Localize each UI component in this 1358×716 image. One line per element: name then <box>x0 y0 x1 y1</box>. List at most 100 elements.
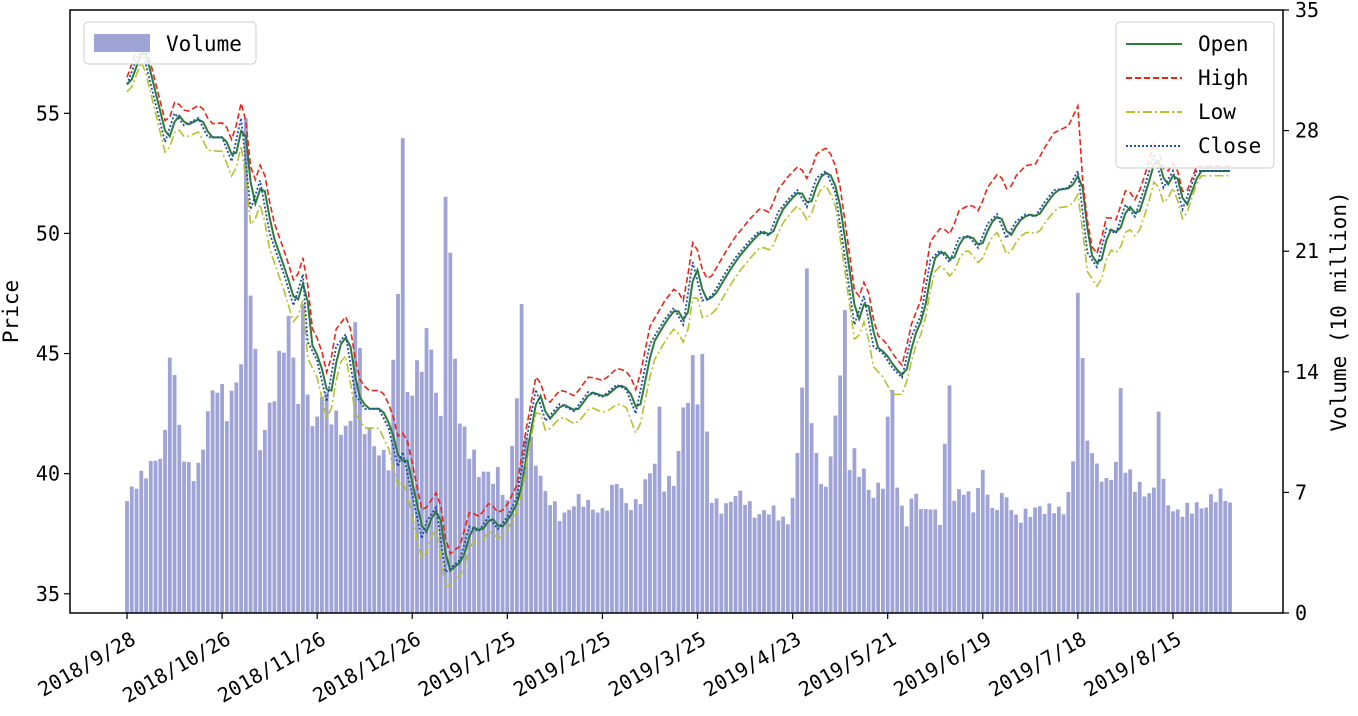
x-tick-label: 2019/8/15 <box>1080 627 1186 702</box>
volume-bar <box>1152 487 1156 613</box>
volume-bar <box>548 505 553 613</box>
volume-bar <box>747 501 752 613</box>
volume-bar <box>533 465 538 613</box>
volume-bar <box>790 497 795 613</box>
right-y-tick-label: 28 <box>1295 119 1319 143</box>
volume-bar <box>362 434 367 613</box>
volume-bar <box>524 437 529 613</box>
volume-bar <box>876 482 881 613</box>
x-tick-label: 2019/5/21 <box>794 627 900 702</box>
volume-bar <box>785 524 790 613</box>
volume-bar <box>125 501 129 613</box>
volume-bar <box>429 349 434 613</box>
volume-bar <box>823 486 828 613</box>
volume-bar <box>1075 292 1080 613</box>
volume-bar <box>377 455 381 613</box>
volume-bar <box>819 483 824 613</box>
open-series-line <box>126 52 1230 573</box>
volume-bar <box>938 524 942 613</box>
volume-bar <box>443 196 448 613</box>
volume-bar <box>457 423 462 613</box>
volume-bar <box>196 462 201 613</box>
volume-bar <box>605 510 610 613</box>
volume-bar <box>1190 513 1194 613</box>
volume-bar <box>434 392 438 613</box>
volume-bar <box>1018 522 1023 613</box>
volume-bar <box>201 449 205 613</box>
volume-bar <box>372 446 377 613</box>
volume-bar <box>890 390 895 613</box>
volume-bar <box>543 491 548 613</box>
volume-bar <box>1204 507 1209 613</box>
volume-bar <box>153 460 158 613</box>
volume-bar <box>557 521 562 613</box>
x-tick-label: 2018/12/26 <box>308 627 424 708</box>
volume-bar <box>438 415 443 613</box>
volume-bar <box>804 268 809 613</box>
volume-bar <box>1066 491 1071 613</box>
legend-label-low: Low <box>1198 100 1236 124</box>
volume-bar <box>339 434 343 613</box>
volume-bar <box>757 514 762 613</box>
volume-bar <box>586 499 591 613</box>
volume-bar <box>995 509 999 613</box>
volume-bar <box>947 385 952 613</box>
volume-bar <box>705 431 709 613</box>
volume-bar <box>591 509 595 613</box>
volume-bar <box>334 410 339 613</box>
volume-bar <box>719 513 724 613</box>
volume-bar <box>495 466 500 613</box>
volume-bar <box>1185 502 1190 613</box>
volume-bar <box>576 494 581 613</box>
volume-bar <box>315 416 320 613</box>
volume-bar <box>186 462 191 613</box>
volume-bar <box>857 476 862 613</box>
volume-bar <box>999 492 1004 613</box>
volume-bar <box>253 348 258 613</box>
volume-bar <box>1128 469 1133 613</box>
volume-bar <box>262 430 267 613</box>
volume-bar <box>686 402 690 613</box>
left-y-tick-label: 40 <box>36 462 60 486</box>
price-legend-box <box>1115 21 1275 169</box>
volume-bar <box>904 526 909 613</box>
volume-bar <box>281 352 286 613</box>
left-y-tick-label: 55 <box>36 101 60 125</box>
right-y-tick-label: 21 <box>1295 239 1319 263</box>
volume-bar <box>267 402 272 613</box>
volume-bar <box>795 453 800 613</box>
volume-bar <box>405 392 410 613</box>
volume-bar <box>1099 481 1104 613</box>
volume-bar <box>1042 513 1047 613</box>
volume-bar <box>205 411 210 613</box>
x-tick-label: 2018/11/26 <box>213 627 329 708</box>
volume-bar <box>1023 508 1028 613</box>
y-axis-title: Price <box>0 280 23 343</box>
volume-bar <box>1104 478 1109 613</box>
volume-bar <box>714 498 719 613</box>
volume-bar <box>1218 488 1223 613</box>
volume-bar <box>614 484 619 613</box>
volume-bar <box>1071 461 1076 613</box>
volume-bar <box>562 512 567 613</box>
volume-bar <box>139 470 144 613</box>
volume-bar <box>320 396 324 613</box>
volume-bar <box>234 382 239 613</box>
volume-bar <box>985 494 990 613</box>
volume-bar <box>581 506 586 613</box>
plot-frame <box>69 9 1284 614</box>
volume-bar <box>1180 516 1185 613</box>
volume-bar <box>619 488 624 613</box>
volume-bar <box>1047 503 1052 613</box>
left-y-tick-label: 50 <box>36 221 60 245</box>
volume-bar <box>505 500 510 613</box>
volume-bar <box>828 456 833 613</box>
volume-bar <box>381 449 386 613</box>
x-tick-label: 2019/6/19 <box>889 627 995 702</box>
volume-bar <box>182 461 186 613</box>
volume-bar <box>814 453 819 613</box>
volume-bar <box>172 375 177 613</box>
volume-bar <box>895 487 900 613</box>
